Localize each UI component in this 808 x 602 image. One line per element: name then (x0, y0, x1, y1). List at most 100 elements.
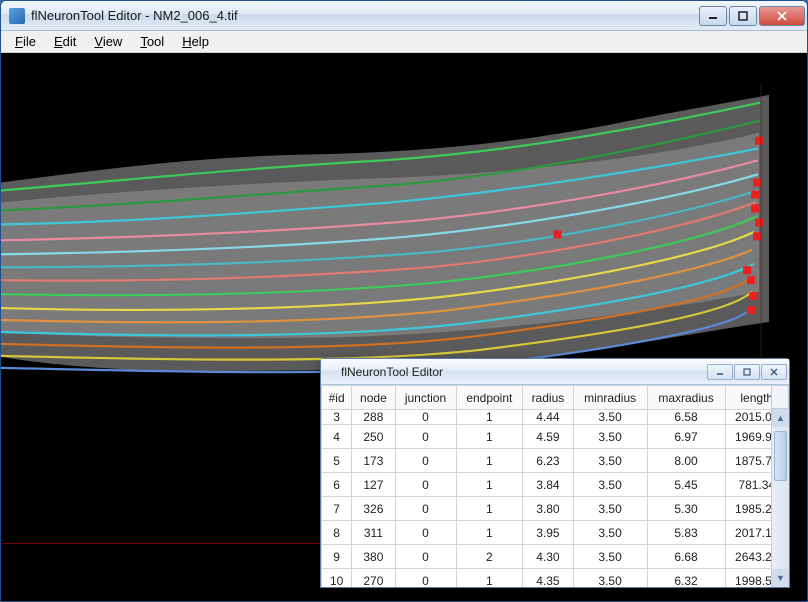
table-cell: 3.95 (523, 521, 573, 545)
table-cell: 0 (395, 473, 456, 497)
endpoint-marker[interactable] (749, 292, 757, 300)
table-cell: 2 (456, 545, 523, 569)
table-cell: 3.50 (573, 569, 647, 588)
table-cell: 3.84 (523, 473, 573, 497)
main-titlebar[interactable]: flNeuronTool Editor - NM2_006_4.tif (1, 1, 807, 31)
sub-maximize-button[interactable] (734, 364, 760, 380)
table-cell: 1 (456, 497, 523, 521)
endpoint-marker[interactable] (747, 306, 755, 314)
table-cell: 4.35 (523, 569, 573, 588)
table-row[interactable]: 3288014.443.506.582015.00 (322, 410, 789, 425)
table-cell: 8.00 (647, 449, 725, 473)
table-cell: 3.50 (573, 497, 647, 521)
table-cell: 1 (456, 410, 523, 425)
maximize-button[interactable] (729, 6, 757, 26)
app-icon (9, 8, 25, 24)
sub-minimize-button[interactable] (707, 364, 733, 380)
table-cell: 250 (352, 425, 395, 449)
table-cell: 0 (395, 425, 456, 449)
sub-window-controls (706, 364, 787, 380)
scrollbar-corner (771, 385, 789, 409)
table-row[interactable]: 10270014.353.506.321998.55 (322, 569, 789, 588)
table-cell: 5.30 (647, 497, 725, 521)
table-row[interactable]: 7326013.803.505.301985.20 (322, 497, 789, 521)
table-cell: 0 (395, 569, 456, 588)
sub-close-button[interactable] (761, 364, 787, 380)
endpoint-marker[interactable] (751, 204, 759, 212)
col-minradius[interactable]: minradius (573, 386, 647, 410)
table-cell: 311 (352, 521, 395, 545)
menubar: File Edit View Tool Help (1, 31, 807, 53)
table-cell: 9 (322, 545, 352, 569)
endpoint-marker[interactable] (755, 137, 763, 145)
table-cell: 0 (395, 410, 456, 425)
table-cell: 0 (395, 545, 456, 569)
table-cell: 270 (352, 569, 395, 588)
col-junction[interactable]: junction (395, 386, 456, 410)
close-button[interactable] (759, 6, 805, 26)
window-title: flNeuronTool Editor - NM2_006_4.tif (31, 8, 697, 23)
table-cell: 0 (395, 521, 456, 545)
table-cell: 6.97 (647, 425, 725, 449)
table-cell: 6.58 (647, 410, 725, 425)
col-maxradius[interactable]: maxradius (647, 386, 725, 410)
table-body: 3288014.443.506.582015.004250014.593.506… (322, 410, 789, 588)
table-cell: 5.83 (647, 521, 725, 545)
table-cell: 3.50 (573, 449, 647, 473)
vertical-scrollbar[interactable]: ▲ ▼ (771, 409, 789, 587)
endpoint-marker[interactable] (554, 230, 562, 238)
table-cell: 3.50 (573, 425, 647, 449)
table-row[interactable]: 9380024.303.506.682643.29 (322, 545, 789, 569)
table-cell: 3.50 (573, 473, 647, 497)
col-id[interactable]: #id (322, 386, 352, 410)
table-cell: 288 (352, 410, 395, 425)
table-cell: 4.30 (523, 545, 573, 569)
scroll-up-button[interactable]: ▲ (772, 409, 789, 427)
table-cell: 1 (456, 521, 523, 545)
table-cell: 1 (456, 569, 523, 588)
endpoint-marker[interactable] (755, 218, 763, 226)
table-row[interactable]: 6127013.843.505.45781.34 (322, 473, 789, 497)
data-table-window: flNeuronTool Editor #idnodejunctionendpo… (320, 358, 790, 588)
window-controls (697, 6, 805, 26)
table-cell: 4 (322, 425, 352, 449)
scroll-thumb[interactable] (774, 431, 787, 481)
table-header-row: #idnodejunctionendpointradiusminradiusma… (322, 386, 789, 410)
table-cell: 0 (395, 449, 456, 473)
endpoint-marker[interactable] (747, 276, 755, 284)
col-endpoint[interactable]: endpoint (456, 386, 523, 410)
col-radius[interactable]: radius (523, 386, 573, 410)
col-node[interactable]: node (352, 386, 395, 410)
table-cell: 3.50 (573, 545, 647, 569)
sub-titlebar[interactable]: flNeuronTool Editor (321, 359, 789, 385)
menu-view[interactable]: View (86, 32, 130, 51)
neuron-data-table: #idnodejunctionendpointradiusminradiusma… (321, 385, 789, 587)
endpoint-marker[interactable] (751, 190, 759, 198)
table-row[interactable]: 5173016.233.508.001875.75 (322, 449, 789, 473)
table-cell: 10 (322, 569, 352, 588)
table-cell: 6.68 (647, 545, 725, 569)
table-cell: 1 (456, 449, 523, 473)
minimize-button[interactable] (699, 6, 727, 26)
table-cell: 1 (456, 473, 523, 497)
table-cell: 3 (322, 410, 352, 425)
scroll-down-button[interactable]: ▼ (772, 569, 789, 587)
menu-file[interactable]: File (7, 32, 44, 51)
table-cell: 6.23 (523, 449, 573, 473)
table-cell: 326 (352, 497, 395, 521)
table-row[interactable]: 8311013.953.505.832017.10 (322, 521, 789, 545)
menu-edit[interactable]: Edit (46, 32, 84, 51)
menu-tool[interactable]: Tool (132, 32, 172, 51)
menu-help[interactable]: Help (174, 32, 217, 51)
endpoint-marker[interactable] (753, 232, 761, 240)
table-cell: 1 (456, 425, 523, 449)
table-cell: 3.50 (573, 410, 647, 425)
endpoint-marker[interactable] (753, 179, 761, 187)
table-cell: 3.50 (573, 521, 647, 545)
table-cell: 3.80 (523, 497, 573, 521)
endpoint-marker[interactable] (743, 266, 751, 274)
table-row[interactable]: 4250014.593.506.971969.93 (322, 425, 789, 449)
table-cell: 6 (322, 473, 352, 497)
table-cell: 5 (322, 449, 352, 473)
table-cell: 127 (352, 473, 395, 497)
